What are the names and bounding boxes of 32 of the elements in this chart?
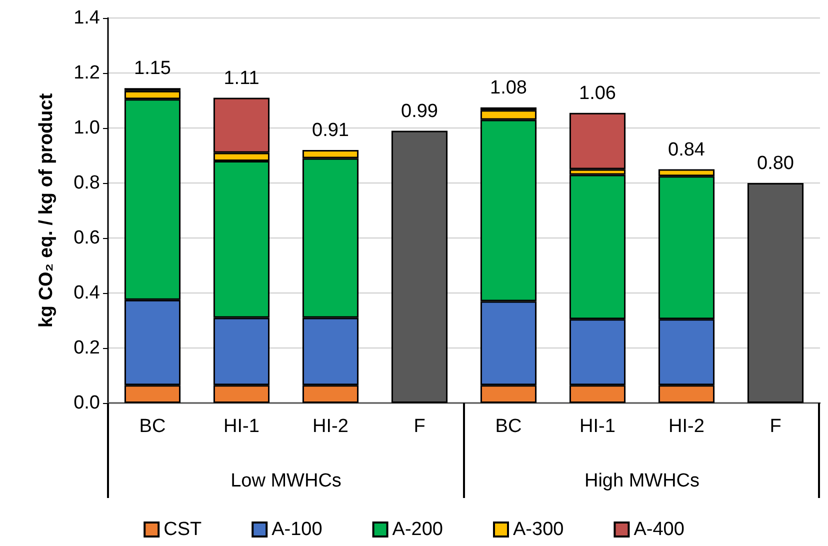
x-tick-label: HI-1 <box>580 416 616 437</box>
total-label: 1.06 <box>579 82 616 104</box>
text: High MWHCs <box>584 470 700 492</box>
x-tick-label: F <box>770 416 782 437</box>
total-label: 0.80 <box>757 153 794 174</box>
y-axis-title: kg CO₂ eq. / kg of product <box>36 92 57 328</box>
y-tick-label: 0.4 <box>74 282 100 304</box>
y-tick-label: 1.0 <box>74 118 100 138</box>
y-tick-label: 1.2 <box>74 62 100 84</box>
total-label: 1.11 <box>224 68 260 89</box>
legend-label: A-300 <box>513 519 564 540</box>
legend-label: A-100 <box>272 519 322 540</box>
x-tick-label: F <box>414 416 426 437</box>
total-label: 0.99 <box>401 100 438 122</box>
legend-label: A-200 <box>392 519 443 540</box>
text: Low MWHCs <box>230 470 342 492</box>
y-tick-label: 0.0 <box>74 392 100 414</box>
x-tick-label: BC <box>495 416 522 437</box>
x-tick-label: HI-1 <box>224 416 260 437</box>
legend-label: A-400 <box>634 519 684 540</box>
legend-label: CST <box>164 519 202 540</box>
x-tick-label: BC <box>139 416 166 437</box>
total-label: 1.08 <box>490 77 527 98</box>
y-tick-label: 0.2 <box>74 338 100 358</box>
total-label: 0.84 <box>668 139 706 160</box>
y-tick-label: 0.8 <box>74 172 100 194</box>
total-label: 1.15 <box>134 58 171 80</box>
x-tick-label: HI-2 <box>312 416 348 437</box>
y-tick-label: 0.6 <box>74 228 100 248</box>
total-label: 0.91 <box>312 120 349 141</box>
y-tick-label: 1.4 <box>74 8 100 28</box>
x-tick-label: HI-2 <box>668 416 704 437</box>
